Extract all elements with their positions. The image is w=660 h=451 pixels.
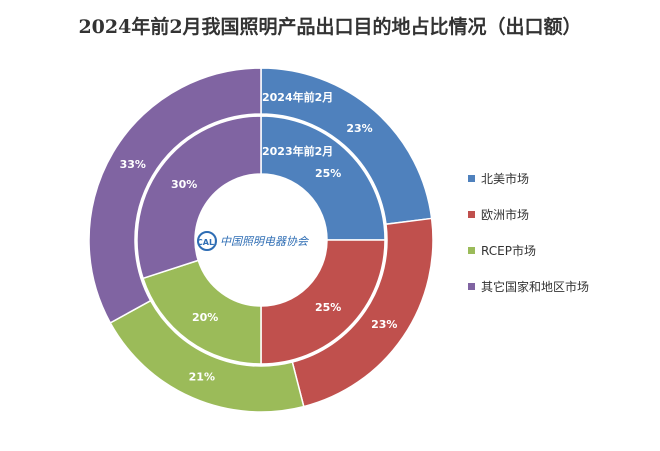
inner-value-label-4: 30% xyxy=(171,178,197,191)
legend-label: 欧洲市场 xyxy=(481,207,530,222)
legend-swatch xyxy=(468,246,475,254)
value-labels: 23% 23% 21% 33% 25% 25% 20% 30% xyxy=(120,122,398,384)
outer-value-label-1: 23% xyxy=(346,122,372,135)
outer-slice-4 xyxy=(88,67,262,324)
inner-value-label-2: 25% xyxy=(315,301,341,314)
inner-slice-1 xyxy=(260,115,386,241)
legend-swatch xyxy=(468,210,475,218)
legend-item: 北美市场 xyxy=(468,169,589,187)
legend-swatch xyxy=(468,282,475,290)
legend-item: RCEP市场 xyxy=(468,241,589,259)
legend-label: RCEP市场 xyxy=(481,243,536,258)
chart-title: 2024年前2月我国照明产品出口目的地占比情况（出口额） xyxy=(78,16,582,38)
series-name-outer: 2024年前2月 xyxy=(262,90,333,104)
logo-text: 中国照明电器协会 xyxy=(220,235,309,248)
inner-ring xyxy=(136,115,386,365)
legend-label: 北美市场 xyxy=(481,171,530,186)
logo-ring-icon xyxy=(197,231,217,251)
legend: 北美市场欧洲市场 RCEP市场其它国家和地区市场 xyxy=(468,169,589,313)
outer-value-label-3: 21% xyxy=(189,371,215,384)
legend-item: 欧洲市场 xyxy=(468,205,589,223)
legend-swatch xyxy=(468,174,475,182)
legend-label: 其它国家和地区市场 xyxy=(481,279,590,294)
outer-value-label-4: 33% xyxy=(120,158,146,171)
legend-item: 其它国家和地区市场 xyxy=(468,277,589,295)
logo-badge-text: CALI xyxy=(197,238,217,247)
inner-slice-4 xyxy=(136,115,262,280)
inner-value-label-3: 20% xyxy=(192,311,218,324)
watermark-logo: CALI 中国照明电器协会 xyxy=(197,231,309,251)
series-labels: 2024年前2月 2023年前2月 xyxy=(262,90,333,158)
series-name-inner: 2023年前2月 xyxy=(262,144,333,158)
inner-slice-2 xyxy=(260,239,386,365)
outer-value-label-2: 23% xyxy=(371,318,397,331)
inner-value-label-1: 25% xyxy=(315,167,341,180)
outer-ring xyxy=(88,67,434,413)
